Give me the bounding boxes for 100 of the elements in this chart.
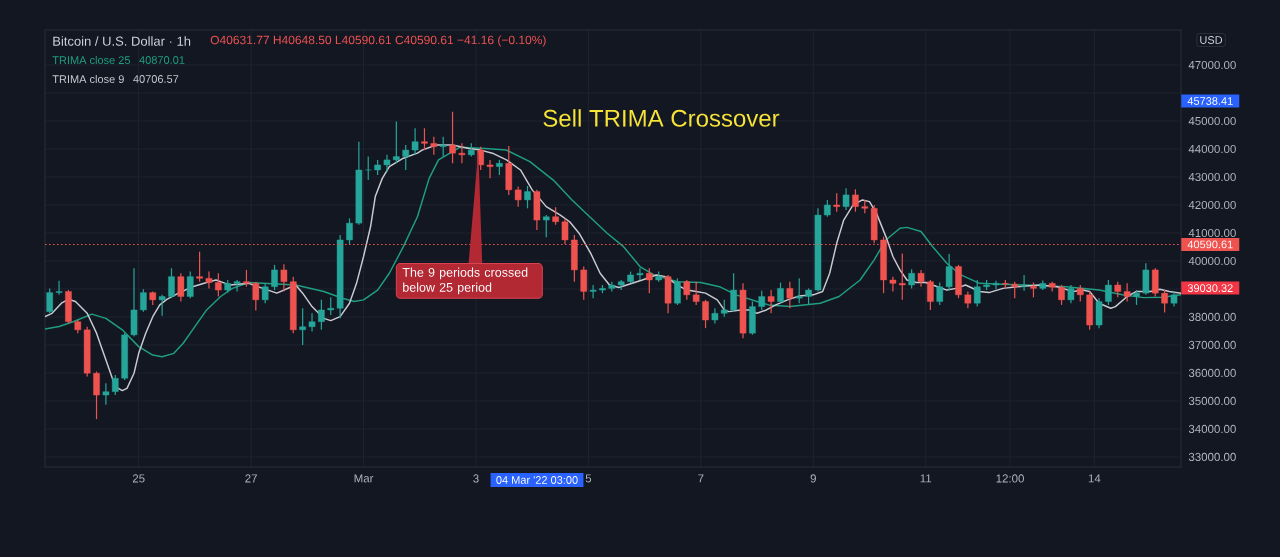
candlestick <box>927 279 934 311</box>
candlestick <box>205 270 213 289</box>
candlestick <box>730 272 737 313</box>
y-tick-label: 41000.00 <box>1188 228 1236 238</box>
candlestick <box>55 280 63 296</box>
candlestick <box>786 281 794 309</box>
candlestick <box>93 370 100 420</box>
candlestick <box>889 276 897 293</box>
x-tick-label: 9 <box>810 474 816 483</box>
candlestick <box>449 111 456 164</box>
candlestick <box>973 279 981 308</box>
candlestick <box>1142 262 1150 296</box>
x-tick-label: 5 <box>585 474 592 483</box>
candlestick <box>177 272 185 303</box>
candlestick <box>140 288 147 313</box>
candlestick <box>674 277 681 306</box>
y-tick-label: 36000.00 <box>1188 368 1236 377</box>
candlestick <box>1151 267 1159 298</box>
candlestick <box>1161 289 1168 314</box>
y-tick-label: 33000.00 <box>1188 452 1236 461</box>
candlestick <box>458 142 466 164</box>
candlestick <box>1058 284 1065 306</box>
candlestick <box>308 312 316 333</box>
candlestick <box>833 192 840 213</box>
candlestick <box>486 159 494 179</box>
candlestick <box>421 127 428 151</box>
candlestick <box>280 263 288 293</box>
candlestick <box>233 279 241 293</box>
candlestick <box>992 280 1000 290</box>
chart-subtitle: Bitcoin / U.S. Dollar · 1h <box>53 36 191 46</box>
y-tick-label: 42000.00 <box>1188 200 1236 210</box>
text: 04 Mar '22 03:00 <box>496 476 578 484</box>
candlestick <box>393 120 400 164</box>
candlestick <box>46 287 53 314</box>
y-tick-label: 44000.00 <box>1188 144 1236 154</box>
x-tick-label: 27 <box>245 474 257 483</box>
ref-line-label: 40590.61 <box>1187 240 1233 249</box>
y-tick-label: 38000.00 <box>1188 312 1236 322</box>
candlestick <box>402 144 410 171</box>
candlestick <box>318 299 325 331</box>
annotation: O40631.77 H40648.50 L40590.61 C40590.61 −41.16 (−0.10%) <box>210 35 546 47</box>
x-tick-label: 3 <box>473 474 479 483</box>
candlestick <box>215 272 222 298</box>
candlestick <box>795 277 803 304</box>
candlestick <box>636 267 644 281</box>
y-tick-label: 37000.00 <box>1188 340 1236 349</box>
candlestick <box>411 127 419 156</box>
annotation: 40870.01 <box>139 56 185 64</box>
candlestick <box>589 284 597 299</box>
candlestick <box>758 290 766 311</box>
candlestick <box>646 267 653 294</box>
candlestick <box>542 214 550 238</box>
annotation: 40706.57 <box>133 75 179 83</box>
candlestick <box>767 289 775 314</box>
candlestick <box>186 270 194 299</box>
y-axis-title: USD <box>1200 36 1223 44</box>
text: 45738.41 <box>1187 97 1233 105</box>
candlestick <box>430 136 438 156</box>
annotation: 39030.32 <box>1187 284 1233 292</box>
x-tick-label: 14 <box>1088 474 1101 483</box>
y-tick-label: 43000.00 <box>1188 172 1236 182</box>
candlestick <box>908 268 915 289</box>
candlestick <box>158 294 166 317</box>
candlestick <box>1105 279 1112 306</box>
candlestick <box>168 267 175 299</box>
text: TRIMA close 9 <box>52 74 124 84</box>
candlestick <box>702 299 709 329</box>
y-tick-label: 47000.00 <box>1188 60 1236 70</box>
candlestick <box>364 155 372 181</box>
candlestick <box>898 252 906 301</box>
candlestick <box>1067 284 1075 304</box>
candlestick <box>524 185 531 209</box>
y-tick-label: 40000.00 <box>1188 256 1236 266</box>
candlestick <box>1095 297 1103 329</box>
candlestick <box>383 154 391 173</box>
candlestick <box>271 264 278 291</box>
x-tick-label: 7 <box>698 474 704 483</box>
candlestick <box>1020 274 1028 292</box>
candlestick <box>196 251 203 283</box>
x-tick-label: 25 <box>132 474 145 483</box>
candlestick <box>111 374 119 396</box>
candlestick <box>261 282 269 304</box>
x-tick-label: Mar <box>354 474 374 483</box>
y-tick-label: 45000.00 <box>1188 116 1236 126</box>
candlestick <box>580 265 588 301</box>
x-tick-label: 12:00 <box>996 474 1024 483</box>
y-tick-label: 35000.00 <box>1188 396 1236 405</box>
candlestick <box>842 187 850 211</box>
candlestick <box>346 217 353 246</box>
candlestick <box>252 281 260 312</box>
text: TRIMA close 25 <box>52 55 131 65</box>
candlestick <box>777 281 784 304</box>
text: Sell TRIMA Crossover <box>543 109 780 127</box>
candlestick <box>102 382 110 406</box>
candlestick <box>852 188 859 213</box>
x-tick-label: 11 <box>920 474 932 483</box>
candlestick <box>299 307 306 346</box>
annotation: The 9 periods crossed below 25 period <box>402 267 528 295</box>
y-tick-label: 34000.00 <box>1188 424 1236 433</box>
candlestick <box>439 136 447 158</box>
